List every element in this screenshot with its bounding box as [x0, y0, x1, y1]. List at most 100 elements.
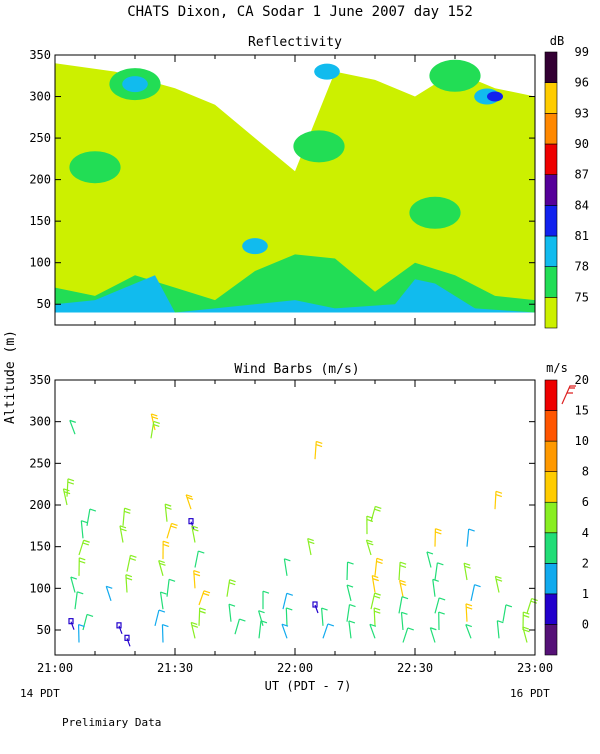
y-tick-label: 100: [29, 581, 51, 595]
wind-barb: [372, 576, 378, 593]
colorbar-swatch: [545, 236, 557, 267]
wind-barb: [403, 628, 414, 643]
colorbar-label: 2: [582, 556, 589, 570]
wind-barb: [186, 495, 193, 509]
y-tick-label: 150: [29, 540, 51, 554]
wind-barb: [259, 621, 267, 638]
wind-barb: [282, 624, 288, 638]
colorbar-swatch: [545, 144, 557, 175]
colorbar-label: 1: [582, 587, 589, 601]
colorbar-swatch: [545, 624, 557, 655]
wind-barb: [370, 624, 376, 638]
reflectivity-patch-84: [487, 92, 503, 102]
y-tick-label: 300: [29, 90, 51, 104]
wind-barb: [464, 563, 471, 580]
wind-barbs-marks: [63, 414, 537, 646]
colorbar-label: 15: [575, 404, 589, 418]
y-tick-label: 50: [37, 623, 51, 637]
wind-barb: [163, 541, 169, 559]
wind-barb: [401, 612, 407, 630]
x-tick-label: 21:00: [37, 661, 73, 675]
wind-barb: [235, 619, 245, 634]
wind-barb: [466, 604, 472, 622]
wind-barb: [125, 635, 130, 646]
wind-barb: [199, 608, 206, 626]
wind-barbs-title: Wind Barbs (m/s): [234, 362, 359, 377]
y-tick-label: 100: [29, 256, 51, 270]
wind-barb: [435, 598, 445, 613]
wind-barb: [371, 593, 381, 609]
colorbar-label: 96: [575, 76, 589, 90]
wind-barb: [191, 622, 198, 638]
colorbar-label: 75: [575, 290, 589, 304]
colorbar-swatch: [545, 563, 557, 594]
colorbar-label: 0: [582, 617, 589, 631]
wind-barb: [117, 623, 122, 634]
wind-barb: [283, 593, 293, 609]
y-tick-label: 350: [29, 48, 51, 62]
wind-barb: [315, 441, 322, 459]
wind-barb: [192, 526, 199, 543]
reflectivity-patch-78: [409, 197, 460, 229]
wind-barb: [106, 586, 112, 601]
wind-barb: [433, 579, 439, 596]
wind-frame: [55, 380, 535, 655]
wind-barb: [523, 627, 530, 642]
wind-barb: [120, 526, 127, 543]
wind-barb: [263, 591, 269, 609]
preliminary-note: Prelimiary Data: [62, 716, 161, 729]
wind-barb: [155, 610, 165, 626]
y-tick-label: 250: [29, 456, 51, 470]
colorbar-swatch: [545, 472, 557, 503]
colorbar-swatch: [545, 380, 557, 411]
wind-barb: [127, 555, 136, 571]
wind-barb: [229, 604, 235, 621]
colorbar-swatch: [545, 502, 557, 533]
y-tick-label: 150: [29, 214, 51, 228]
wind-barb: [471, 585, 481, 601]
wind-barb: [126, 575, 132, 593]
wind-barb: [286, 608, 292, 626]
wind-barb: [322, 608, 328, 626]
wind-barb: [439, 612, 445, 630]
colorbar-label: 87: [575, 168, 589, 182]
wind-barb: [67, 479, 74, 497]
x-tick-label: 21:30: [157, 661, 193, 675]
wind-barb: [159, 561, 166, 576]
reflectivity-patch-78: [429, 60, 480, 92]
wind-barb: [81, 521, 87, 539]
colorbar-label: 6: [582, 495, 589, 509]
y-tick-label: 250: [29, 131, 51, 145]
colorbar-swatch: [545, 441, 557, 472]
colorbar-label: 20: [575, 373, 589, 387]
colorbar-label: 81: [575, 229, 589, 243]
wind-barb: [69, 619, 74, 630]
colorbar-label: 84: [575, 198, 589, 212]
x-axis-label: UT (PDT - 7): [265, 679, 352, 693]
reflectivity-patch-81: [314, 64, 340, 80]
colorbar-swatch: [545, 52, 557, 83]
y-tick-label: 200: [29, 498, 51, 512]
x-tick-label: 22:30: [397, 661, 433, 675]
colorbar-swatch: [545, 297, 557, 328]
colorbar-label: 4: [582, 526, 589, 540]
reflectivity-patch-78: [69, 151, 120, 183]
wind-barb: [227, 580, 236, 597]
colorbar-label: 8: [582, 465, 589, 479]
wind-barb: [308, 539, 315, 555]
wind-barb: [75, 592, 83, 609]
wind-barb: [347, 562, 354, 580]
wind-barb: [374, 608, 380, 626]
wind-barb: [199, 591, 210, 605]
wind-barb: [466, 625, 472, 639]
colorbar-unit: m/s: [546, 361, 568, 375]
wind-barb: [313, 602, 318, 613]
colorbar-label: 90: [575, 137, 589, 151]
colorbar-example-barb: [562, 386, 576, 404]
wind-barb: [495, 491, 502, 509]
wind-barb: [79, 558, 85, 576]
